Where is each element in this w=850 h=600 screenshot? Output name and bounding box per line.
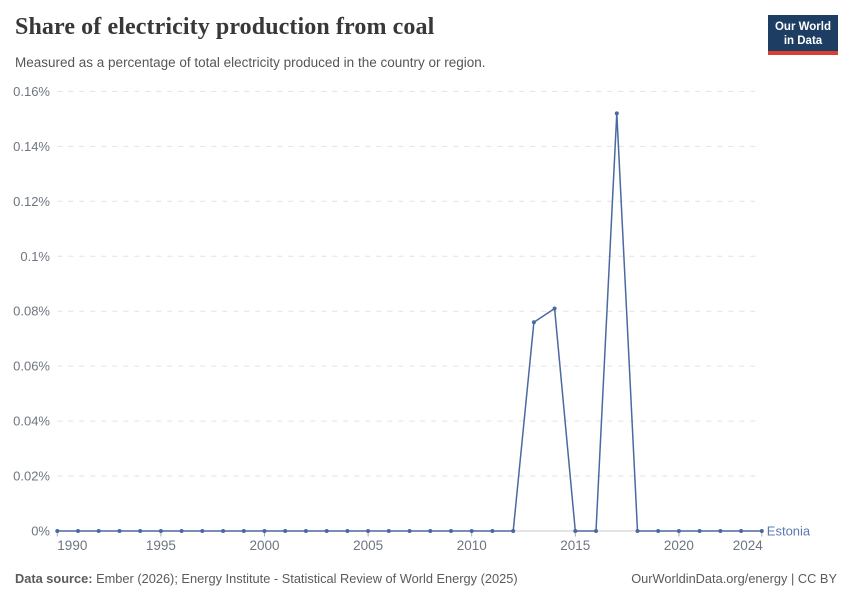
data-point-1996[interactable] bbox=[179, 529, 184, 533]
x-tick-label: 2005 bbox=[353, 538, 383, 553]
series-line-estonia[interactable] bbox=[57, 112, 762, 532]
data-point-2020[interactable] bbox=[676, 529, 681, 533]
data-point-1997[interactable] bbox=[200, 529, 205, 533]
data-point-2013[interactable] bbox=[531, 320, 536, 325]
data-point-1992[interactable] bbox=[96, 529, 101, 533]
x-tick-label: 1990 bbox=[57, 538, 87, 553]
x-tick-label: 2000 bbox=[249, 538, 279, 553]
data-point-2014[interactable] bbox=[552, 306, 557, 311]
x-tick-label: 2010 bbox=[457, 538, 487, 553]
data-point-2024[interactable] bbox=[759, 529, 764, 533]
data-point-1999[interactable] bbox=[241, 529, 246, 533]
owid-logo-line2: in Data bbox=[783, 35, 823, 48]
data-point-1994[interactable] bbox=[138, 529, 143, 533]
data-source-text: Ember (2026); Energy Institute - Statist… bbox=[92, 571, 518, 586]
data-point-2015[interactable] bbox=[573, 529, 578, 533]
data-point-2000[interactable] bbox=[262, 529, 267, 533]
data-point-2008[interactable] bbox=[428, 529, 433, 533]
data-point-2012[interactable] bbox=[511, 529, 516, 533]
y-tick-label: 0.02% bbox=[13, 469, 50, 484]
rights-note[interactable]: OurWorldinData.org/energy | CC BY bbox=[631, 571, 837, 586]
data-point-2019[interactable] bbox=[656, 529, 661, 533]
data-point-2002[interactable] bbox=[303, 529, 308, 533]
data-point-2023[interactable] bbox=[739, 529, 744, 533]
data-point-2022[interactable] bbox=[718, 529, 723, 533]
x-tick-label: 2024 bbox=[733, 538, 764, 553]
data-point-2010[interactable] bbox=[469, 529, 474, 533]
y-tick-label: 0.04% bbox=[13, 414, 50, 429]
owid-logo-line1: Our World bbox=[774, 21, 831, 33]
data-point-1990[interactable] bbox=[55, 529, 60, 533]
data-point-2003[interactable] bbox=[324, 529, 329, 533]
y-tick-label: 0.06% bbox=[13, 359, 50, 374]
y-tick-label: 0.12% bbox=[13, 194, 50, 209]
data-source-label: Data source: bbox=[15, 571, 93, 586]
x-tick-label: 2015 bbox=[560, 538, 590, 553]
y-tick-label: 0.1% bbox=[20, 249, 50, 264]
entity-label[interactable]: Estonia bbox=[767, 524, 811, 539]
data-point-2009[interactable] bbox=[449, 529, 453, 533]
data-point-2001[interactable] bbox=[283, 529, 288, 533]
data-point-2016[interactable] bbox=[594, 529, 598, 533]
data-point-1995[interactable] bbox=[158, 529, 163, 533]
data-point-1993[interactable] bbox=[117, 529, 122, 533]
data-point-1991[interactable] bbox=[76, 529, 80, 533]
chart-footer: Data source: Ember (2026); Energy Instit… bbox=[15, 571, 837, 586]
y-tick-label: 0.16% bbox=[13, 84, 50, 99]
data-point-2011[interactable] bbox=[490, 529, 495, 533]
data-point-2017[interactable] bbox=[614, 111, 619, 116]
data-source-note: Data source: Ember (2026); Energy Instit… bbox=[15, 571, 518, 586]
x-tick-label: 1995 bbox=[146, 538, 176, 553]
chart-title: Share of electricity production from coa… bbox=[15, 14, 435, 40]
data-point-2006[interactable] bbox=[386, 529, 391, 533]
y-tick-label: 0.14% bbox=[13, 139, 50, 154]
y-tick-label: 0% bbox=[31, 524, 50, 539]
data-point-2007[interactable] bbox=[407, 529, 412, 533]
data-point-2021[interactable] bbox=[697, 529, 702, 533]
data-point-2004[interactable] bbox=[345, 529, 350, 533]
chart-subtitle: Measured as a percentage of total electr… bbox=[15, 55, 486, 70]
data-point-2018[interactable] bbox=[635, 529, 640, 533]
owid-logo: Our World in Data bbox=[768, 15, 838, 55]
x-tick-label: 2020 bbox=[664, 538, 694, 553]
data-point-2005[interactable] bbox=[366, 529, 371, 533]
y-tick-label: 0.08% bbox=[13, 304, 50, 319]
data-point-1998[interactable] bbox=[221, 529, 226, 533]
